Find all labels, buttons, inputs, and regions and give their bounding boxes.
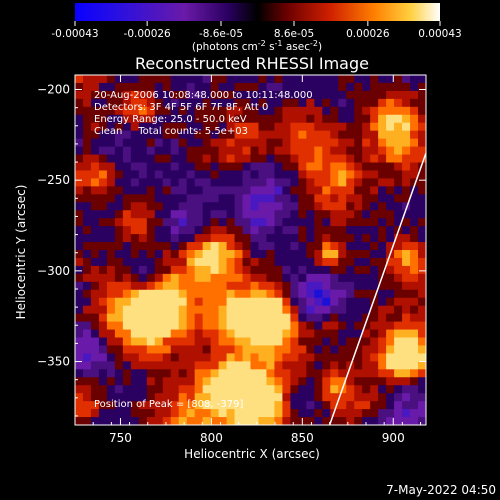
colorbar-tick-label: 0.00026 bbox=[346, 28, 390, 40]
y-tick-label: −350 bbox=[37, 355, 70, 369]
y-tick-label: −200 bbox=[37, 83, 70, 97]
x-tick-label: 850 bbox=[291, 431, 314, 445]
colorbar-tick-label: 8.6e-05 bbox=[274, 28, 314, 40]
annotation-time: 20-Aug-2006 10:08:48.000 to 10:11:48.000 bbox=[94, 90, 313, 101]
info-annotations: 20-Aug-2006 10:08:48.000 to 10:11:48.000… bbox=[94, 90, 313, 410]
colorbar-tick-label: -0.00043 bbox=[51, 28, 98, 40]
chart-title: Reconstructed RHESSI Image bbox=[135, 54, 369, 73]
footer-date: 7-May-2022 04:50 bbox=[386, 483, 496, 497]
colorbar-tick-label: -0.00026 bbox=[124, 28, 172, 40]
annotation-energy: Energy Range: 25.0 - 50.0 keV bbox=[94, 114, 247, 125]
heatmap-image bbox=[75, 75, 426, 425]
annotation-clean: Clean Total counts: 5.5e+03 bbox=[94, 126, 248, 137]
x-tick-label: 800 bbox=[200, 431, 223, 445]
solar-limb-line bbox=[328, 152, 426, 425]
y-axis-label: Heliocentric Y (arcsec) bbox=[14, 185, 28, 320]
peak-position-label: Position of Peak = [808, -379] bbox=[94, 399, 243, 410]
colorbar bbox=[75, 3, 440, 21]
x-tick-label: 750 bbox=[109, 431, 132, 445]
y-tick-label: −300 bbox=[37, 264, 70, 278]
colorbar-tick-label: 0.00043 bbox=[418, 28, 461, 40]
y-tick-label: −250 bbox=[37, 173, 70, 187]
colorbar-unit: (photons cm-2 s-1 asec-2) bbox=[192, 39, 322, 53]
axes: 750 800 850 900 −200 −250 −300 −350 bbox=[37, 75, 426, 445]
x-tick-label: 900 bbox=[382, 431, 405, 445]
x-axis-label: Heliocentric X (arcsec) bbox=[184, 447, 320, 461]
plot-frame bbox=[74, 74, 427, 426]
colorbar-tick-label: -8.6e-05 bbox=[199, 28, 243, 40]
annotation-detectors: Detectors: 3F 4F 5F 6F 7F 8F, Att 0 bbox=[94, 102, 268, 113]
colorbar-ticks: -0.00043 -0.00026 -8.6e-05 8.6e-05 0.00026 0.… bbox=[51, 21, 462, 40]
